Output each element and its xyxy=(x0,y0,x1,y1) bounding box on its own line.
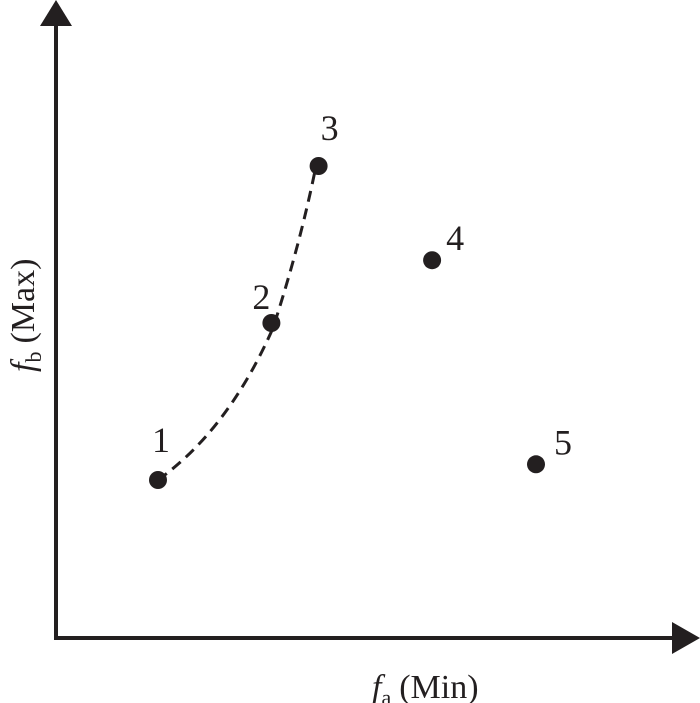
point-5-label: 5 xyxy=(554,422,572,462)
y-axis-arrow-icon xyxy=(40,0,72,26)
y-axis-title: fb(Max) xyxy=(5,259,46,372)
x-axis-subscript: a xyxy=(381,685,391,703)
point-3-marker xyxy=(309,157,328,175)
y-axis-subscript: b xyxy=(21,352,46,363)
x-axis-qualifier: (Min) xyxy=(399,669,478,703)
points-layer: 1 2 3 4 5 xyxy=(149,108,572,489)
point-4-label: 4 xyxy=(446,218,464,258)
point-2-marker xyxy=(262,314,281,332)
front-dashed-curve xyxy=(157,165,318,482)
point-1-marker xyxy=(149,471,167,489)
point-1-label: 1 xyxy=(152,420,170,460)
point-5-marker xyxy=(527,455,545,474)
y-axis-qualifier: (Max) xyxy=(5,259,42,344)
point-4-marker xyxy=(423,251,442,270)
x-axis-title: fa (Min) xyxy=(372,669,479,703)
x-axis-arrow-icon xyxy=(672,622,700,654)
point-3-label: 3 xyxy=(321,108,339,148)
point-2-label: 2 xyxy=(252,277,270,317)
